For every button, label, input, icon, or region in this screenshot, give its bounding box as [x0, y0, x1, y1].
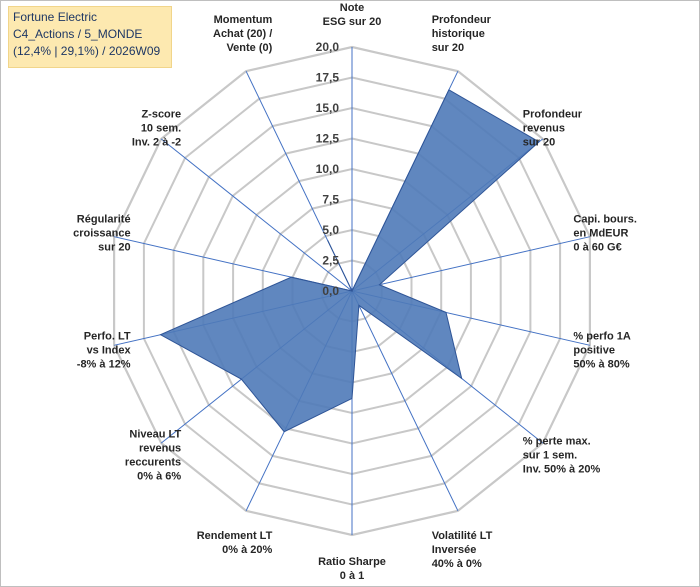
chart-title-line-3: (12,4% | 29,1%) / 2026W09: [13, 44, 161, 58]
axis-label-line: % perte max.: [523, 435, 591, 447]
axis-label-line: 40% à 0%: [432, 558, 482, 570]
axis-label: Rendement LT 0% à 20%: [197, 530, 273, 556]
axis-label-line: Z-score: [141, 109, 181, 121]
axis-label: Momentum Achat (20) / Vente (0): [213, 14, 273, 54]
axis-label: Capi. bours. en MdEUR 0 à 60 G€: [573, 214, 637, 254]
axis-label-line: revenus: [139, 442, 181, 454]
tick-label: 10,0: [316, 162, 340, 176]
axis-label-line: sur 20: [523, 137, 555, 149]
axis-label-line: Rendement LT: [197, 530, 273, 542]
axis-label-line: Capi. bours.: [573, 214, 637, 226]
tick-labels: 0,0 2,5 5,0 7,5 10,0 12,5 15,0 17,5 20,0: [316, 40, 340, 298]
axis-label: % perfo 1A positive 50% à 80%: [573, 330, 631, 370]
axis-label-line: positive: [573, 344, 615, 356]
axis-label-line: Niveau LT: [129, 428, 181, 440]
axis-label: Perfo. LT vs Index -8% à 12%: [77, 330, 132, 370]
axis-label-line: -8% à 12%: [77, 358, 131, 370]
tick-label: 15,0: [316, 101, 340, 115]
axis-label-line: sur 20: [98, 242, 130, 254]
axis-label-line: croissance: [73, 228, 130, 240]
chart-title-box: Fortune Electric C4_Actions / 5_MONDE (1…: [8, 6, 172, 68]
axis-label-line: sur 1 sem.: [523, 449, 577, 461]
tick-label: 20,0: [316, 40, 340, 54]
tick-label: 0,0: [322, 284, 339, 298]
axis-label: Volatilité LT Inversée 40% à 0%: [432, 530, 493, 570]
axis-label: Z-score 10 sem. Inv. 2 à -2: [132, 109, 181, 149]
axis-label-line: Inv. 2 à -2: [132, 137, 181, 149]
axis-label: Régularité croissance sur 20: [73, 214, 130, 254]
chart-title-line-2: C4_Actions / 5_MONDE: [13, 27, 143, 41]
axis-label-line: ESG sur 20: [323, 16, 382, 28]
axis-label: Niveau LT revenus reccurents 0% à 6%: [125, 428, 182, 482]
axis-label-line: Momentum: [214, 14, 273, 26]
axis-label-line: 10 sem.: [141, 123, 181, 135]
axis-label: Profondeur historique sur 20: [432, 14, 492, 54]
axis-label: % perte max. sur 1 sem. Inv. 50% à 20%: [523, 435, 601, 475]
axis-label-line: Régularité: [77, 214, 131, 226]
axis-label-line: sur 20: [432, 42, 464, 54]
axis-labels: Note ESG sur 20 Profondeur historique sur 20…: [73, 2, 637, 582]
chart-title-line-1: Fortune Electric: [13, 10, 98, 24]
axis-label-line: Vente (0): [226, 42, 272, 54]
tick-label: 5,0: [322, 223, 339, 237]
tick-label: 2,5: [322, 254, 339, 268]
tick-label: 12,5: [316, 132, 340, 146]
axis-label-line: vs Index: [87, 344, 132, 356]
tick-label: 17,5: [316, 71, 340, 85]
axis-label: Profondeur revenus sur 20: [523, 109, 583, 149]
axis-label-line: Inversée: [432, 544, 477, 556]
axis-label-line: Profondeur: [432, 14, 492, 26]
axis-label: Note ESG sur 20: [323, 2, 382, 28]
axis-label-line: 50% à 80%: [573, 358, 629, 370]
axis-label-line: Profondeur: [523, 109, 583, 121]
axis-label-line: Perfo. LT: [84, 330, 131, 342]
tick-label: 7,5: [322, 193, 339, 207]
axis-label-line: Inv. 50% à 20%: [523, 463, 601, 475]
axis-label-line: historique: [432, 28, 485, 40]
axis-spoke: [160, 138, 353, 292]
axis-label-line: reccurents: [125, 456, 181, 468]
series-layer: [159, 89, 540, 433]
axis-label-line: % perfo 1A: [573, 330, 631, 342]
axis-label-line: 0% à 20%: [222, 544, 272, 556]
axis-spoke: [351, 236, 591, 292]
axis-label-line: 0 à 1: [340, 570, 364, 582]
axis-label: Ratio Sharpe 0 à 1: [318, 556, 386, 582]
axis-label-line: en MdEUR: [573, 228, 628, 240]
axis-label-line: Note: [340, 2, 364, 14]
axis-label-line: 0% à 6%: [137, 470, 181, 482]
axis-label-line: Ratio Sharpe: [318, 556, 386, 568]
series-area: [159, 89, 540, 433]
axis-label-line: Achat (20) /: [213, 28, 272, 40]
axis-label-line: 0 à 60 G€: [573, 242, 621, 254]
axis-spoke: [351, 290, 459, 512]
axis-label-line: Volatilité LT: [432, 530, 493, 542]
axis-label-line: revenus: [523, 123, 565, 135]
